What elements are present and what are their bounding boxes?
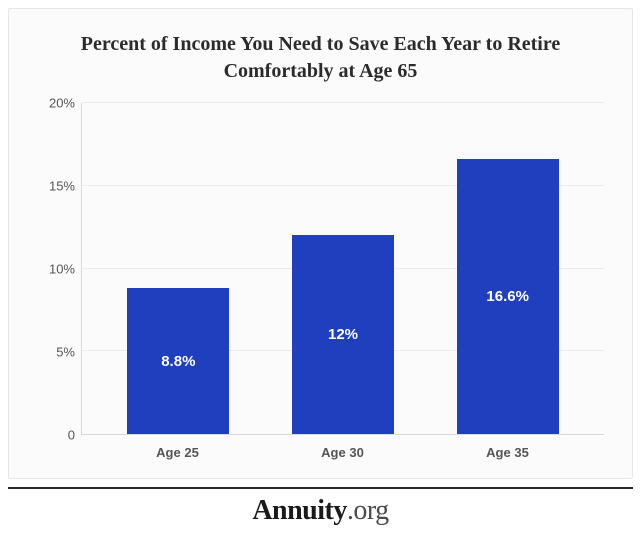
y-tick-label: 5% [56,345,75,360]
bar-slot: 12% [261,103,426,434]
bar-value-label: 16.6% [486,288,529,305]
bar: 12% [292,235,394,434]
y-tick-label: 20% [49,96,75,111]
brand-name: Annuity [252,495,347,526]
chart-card: Percent of Income You Need to Save Each … [8,8,633,479]
bar-value-label: 12% [328,326,358,343]
y-tick-label: 15% [49,179,75,194]
bars-container: 8.8% 12% 16.6% [82,103,604,434]
chart-title: Percent of Income You Need to Save Each … [37,31,604,85]
bar-slot: 16.6% [425,103,590,434]
y-axis: 05%10%15%20% [37,103,81,435]
figure-root: Percent of Income You Need to Save Each … [0,0,641,535]
y-tick-label: 0 [68,428,75,443]
brand-suffix: .org [347,495,389,526]
bar: 8.8% [127,288,229,434]
x-axis: Age 25Age 30Age 35 [81,435,604,460]
x-tick-label: Age 25 [95,445,260,460]
plot-area: 8.8% 12% 16.6% [81,103,604,435]
x-tick-label: Age 35 [425,445,590,460]
bar-slot: 8.8% [96,103,261,434]
y-tick-label: 10% [49,262,75,277]
bar: 16.6% [457,159,559,434]
x-tick-label: Age 30 [260,445,425,460]
bar-value-label: 8.8% [161,353,195,370]
plot-row: 05%10%15%20% 8.8%12%16.6% [37,103,604,435]
brand-logo: Annuity.org [0,489,641,535]
